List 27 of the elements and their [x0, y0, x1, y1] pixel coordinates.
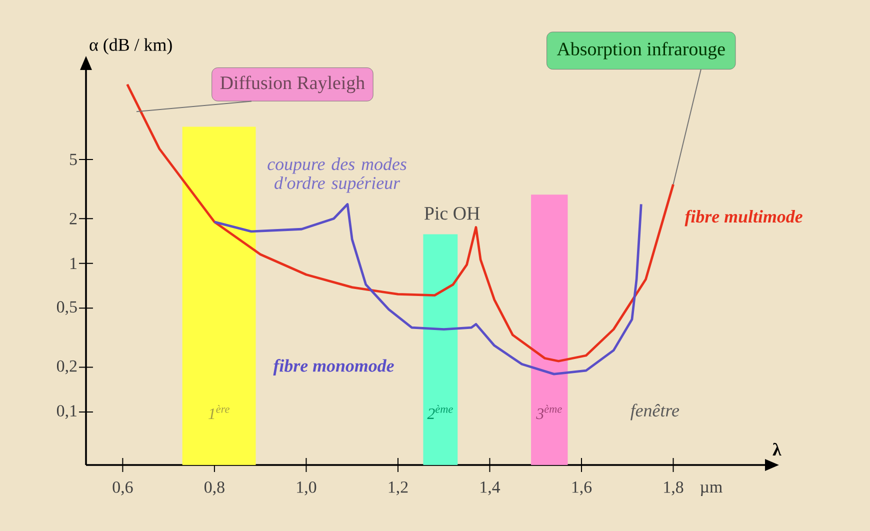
y-tick-label: 0,1 — [56, 405, 76, 419]
band-label: 2$^{ème}$ — [427, 405, 453, 420]
y-axis-title: α (dB / km) — [90, 38, 172, 55]
text: µm — [700, 484, 722, 496]
band-label: 3$^{ème}$ — [536, 404, 562, 420]
text: fibre monomode — [273, 359, 394, 376]
x-tick-label: 1,4 — [480, 481, 500, 496]
x-axis-title: λ — [772, 442, 782, 456]
x-tick-label: 1,8 — [664, 481, 684, 496]
y-tick-label: 5 — [70, 154, 77, 166]
series-label: fibre multimode — [684, 210, 802, 226]
annotation: Diffusion Rayleigh — [220, 76, 365, 94]
x-tick-label: 1,6 — [572, 481, 592, 496]
annotation: fenêtre — [630, 404, 680, 420]
annotation: coupure des modes d'ordre supérieur — [268, 158, 406, 193]
annotation: Pic OH — [424, 207, 480, 220]
x-tick-label: 1,0 — [297, 481, 316, 496]
annotation: Absorption infrarouge — [556, 42, 725, 60]
band-label: 1$^{ère}$ — [208, 405, 230, 420]
y-tick-label: 0,5 — [56, 301, 77, 316]
line-series — [213, 203, 642, 376]
x-tick-label: 0,6 — [112, 481, 133, 496]
x-tick-label: 1,2 — [388, 481, 408, 496]
y-tick-label: 2 — [70, 213, 77, 224]
y-tick-label: 1 — [70, 258, 76, 269]
y-tick-label: 0,2 — [56, 360, 77, 374]
x-tick-label: 0,8 — [204, 481, 224, 496]
